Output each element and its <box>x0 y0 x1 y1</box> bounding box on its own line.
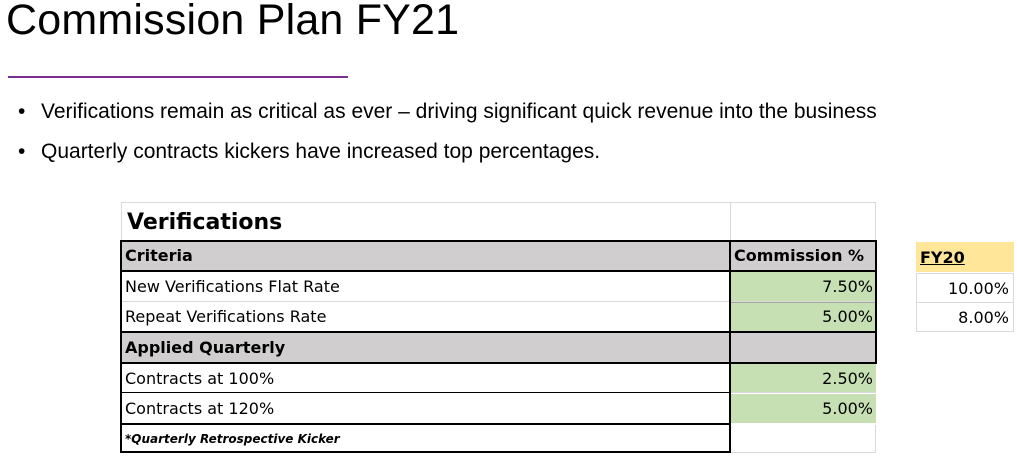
table-border <box>121 240 877 242</box>
fy20-value: 10.00% <box>916 273 1014 303</box>
table-border <box>875 240 877 364</box>
table-row-value: 5.00% <box>730 394 876 423</box>
commission-header: Commission % <box>730 241 876 270</box>
applied-quarterly-blank-cell <box>730 333 876 362</box>
table-title-blank-cell <box>730 202 876 241</box>
table-row-label: Contracts at 100% <box>125 369 275 388</box>
table-border <box>121 270 877 272</box>
bullet-text: Verifications remain as critical as ever… <box>41 100 877 123</box>
fy20-value: 8.00% <box>916 302 1014 332</box>
footnote-blank-cell <box>730 425 876 453</box>
bullet-icon: • <box>18 100 26 123</box>
table-row-label: Contracts at 120% <box>125 399 275 418</box>
fy20-header: FY20 <box>916 242 1014 272</box>
table-border <box>121 362 877 364</box>
table-row-label: New Verifications Flat Rate <box>121 272 730 302</box>
bullet-list: • Verifications remain as critical as ev… <box>18 98 877 178</box>
bullet-icon: • <box>18 140 26 163</box>
table-row-value: 2.50% <box>730 364 876 393</box>
table-border <box>121 392 731 393</box>
table-row-value: 7.50% <box>730 272 876 302</box>
page-title: Commission Plan FY21 <box>6 0 460 44</box>
bullet-text: Quarterly contracts kickers have increas… <box>41 140 601 163</box>
table-border <box>121 451 731 453</box>
table-border <box>121 331 877 333</box>
criteria-header: Criteria <box>121 241 730 270</box>
table-footnote: *Quarterly Retrospective Kicker <box>125 431 340 446</box>
title-underline <box>8 76 348 78</box>
table-border <box>120 240 122 453</box>
bullet-item: • Verifications remain as critical as ev… <box>18 98 877 138</box>
table-row-label: Repeat Verifications Rate <box>125 307 327 326</box>
table-title: Verifications <box>121 202 730 241</box>
table-border <box>731 302 875 303</box>
table-border <box>121 423 731 425</box>
table-border <box>729 240 731 453</box>
applied-quarterly-header: Applied Quarterly <box>121 333 730 362</box>
bullet-item: • Quarterly contracts kickers have incre… <box>18 138 877 178</box>
table-row-value: 5.00% <box>730 302 876 331</box>
